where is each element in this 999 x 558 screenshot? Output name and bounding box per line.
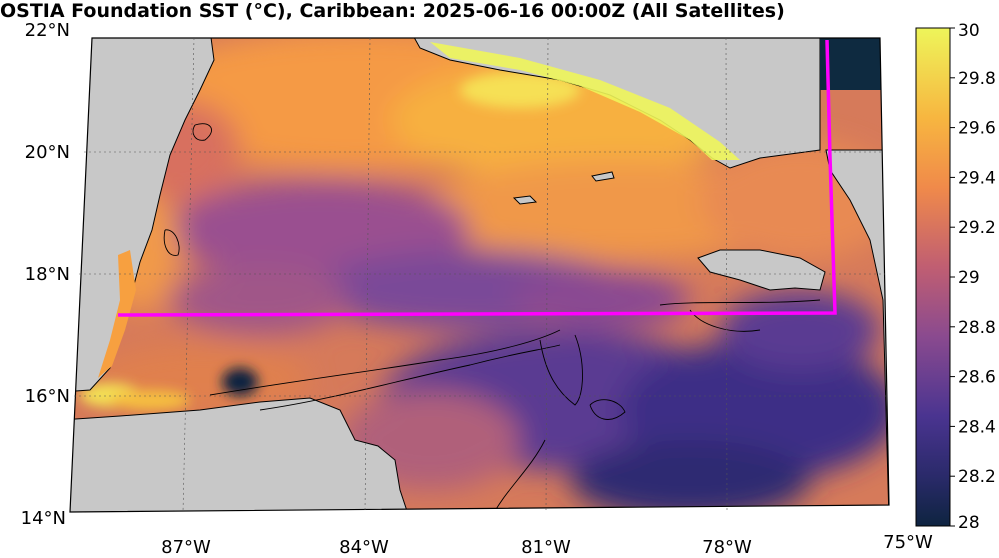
lon-label: 87°W — [161, 537, 211, 558]
lat-label: 16°N — [25, 386, 70, 407]
colorbar-tick-label: 29 — [958, 268, 980, 288]
colorbar-tick-label: 29.2 — [958, 218, 996, 238]
colorbar: 30 29.8 29.6 29.4 29.2 29 28.8 28.6 28.4 28.2 28 — [915, 21, 996, 533]
colorbar-tick-label: 28.4 — [958, 417, 996, 437]
landmass — [70, 38, 889, 512]
colorbar-tick-label: 30 — [958, 21, 980, 41]
map-frame — [69, 37, 890, 513]
region-box — [117, 39, 837, 317]
lon-label: 78°W — [702, 537, 752, 558]
colorbar-tick-label: 29.4 — [958, 168, 996, 188]
sst-field — [70, 38, 889, 512]
lon-label: 84°W — [339, 537, 389, 558]
colorbar-tick-label: 28.8 — [958, 318, 996, 338]
coastline-contours — [163, 123, 821, 512]
lat-label: 14°N — [21, 508, 66, 529]
colorbar-tick-label: 28 — [958, 513, 980, 533]
colorbar-tick-label: 28.6 — [958, 368, 996, 388]
lat-label: 22°N — [25, 20, 70, 41]
map-title: OSTIA Foundation SST (°C), Caribbean: 20… — [0, 0, 785, 22]
lon-axis: 87°W 84°W 81°W 78°W 75°W — [161, 532, 933, 558]
colorbar-gradient — [915, 27, 951, 527]
colorbar-tick-label: 29.8 — [958, 69, 996, 89]
lon-label: 75°W — [883, 532, 933, 553]
colorbar-ticks: 30 29.8 29.6 29.4 29.2 29 28.8 28.6 28.4 28.2 28 — [950, 21, 996, 533]
lat-label: 18°N — [25, 264, 70, 285]
graticule — [74, 37, 887, 513]
lat-axis: 22°N 20°N 18°N 16°N 14°N — [21, 20, 70, 529]
colorbar-tick-label: 29.6 — [958, 119, 996, 139]
lon-label: 81°W — [521, 537, 571, 558]
colorbar-tick-label: 28.2 — [958, 467, 996, 487]
lat-label: 20°N — [25, 142, 70, 163]
